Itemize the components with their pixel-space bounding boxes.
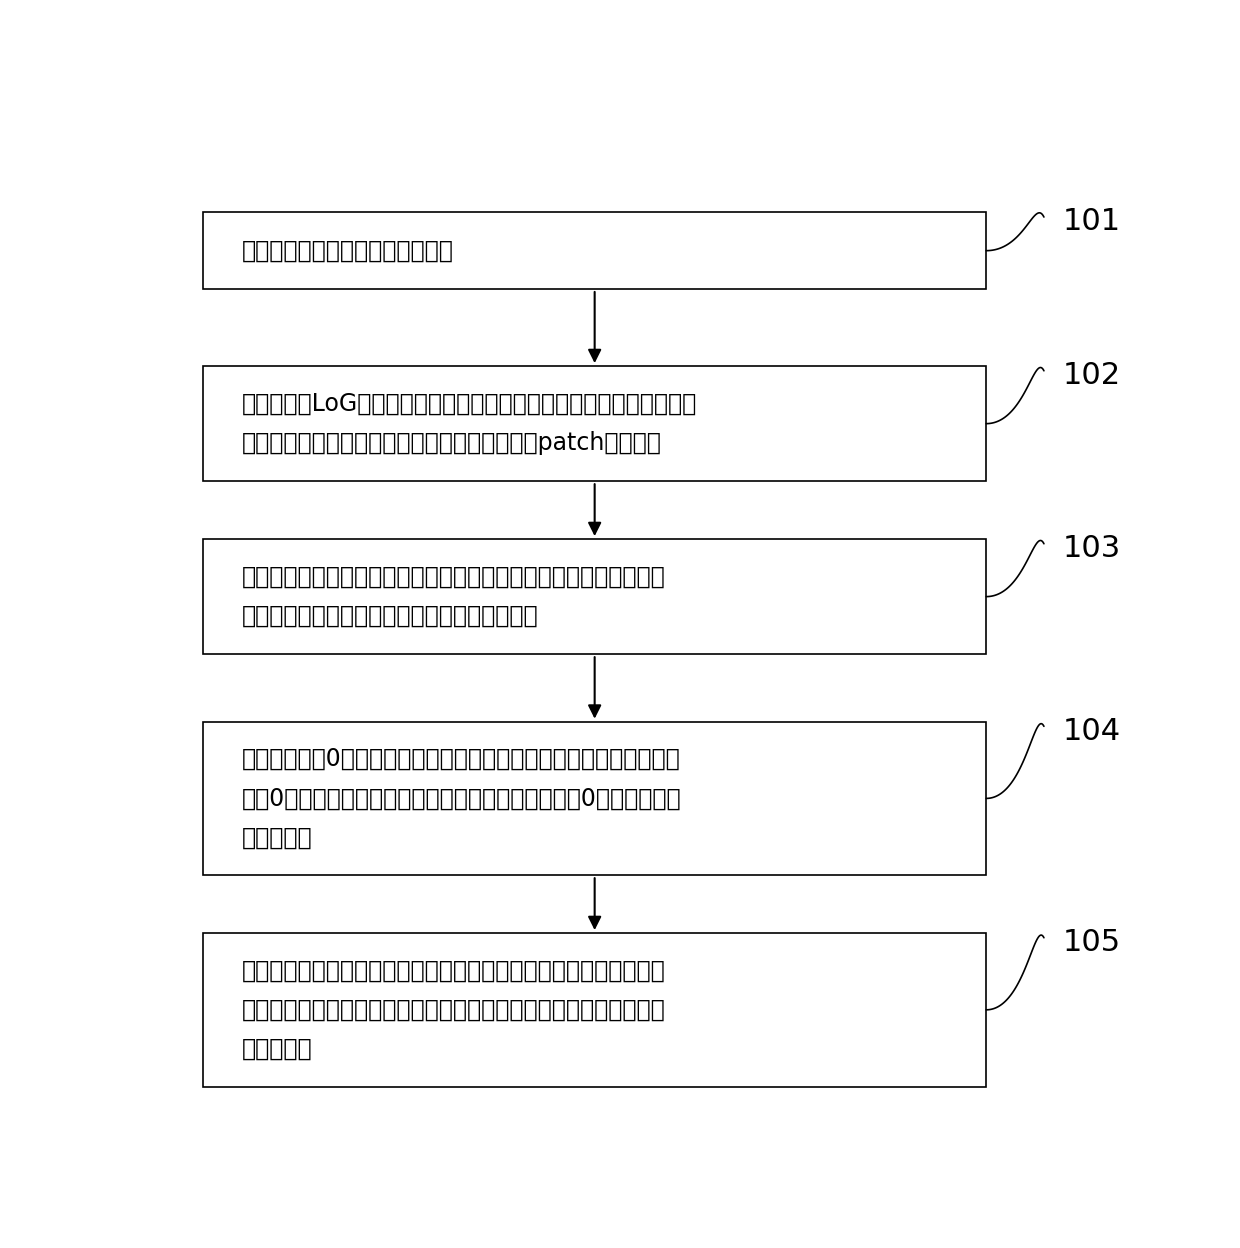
Text: 102: 102: [1063, 361, 1121, 391]
Bar: [203, 212, 986, 290]
Text: 104: 104: [1063, 716, 1121, 746]
Bar: [203, 539, 986, 654]
Bar: [203, 721, 986, 875]
Text: 根据提取后的结果，通过卷积神经网络筛选出真阳性细胞核，并使用
水平集分割真阳性细胞获取真阳性细胞核的边界: 根据提取后的结果，通过卷积神经网络筛选出真阳性细胞核，并使用 水平集分割真阳性细…: [242, 565, 665, 628]
Text: 101: 101: [1063, 207, 1121, 236]
Bar: [203, 934, 986, 1087]
Text: 提取相同的细胞标签的超像素作为粗分割结果，对粗分割结果使用开
操作平滑边界后，作为细胞的初始轮廓，使用改进后的水平集演化获
取分割结果: 提取相同的细胞标签的超像素作为粗分割结果，对粗分割结果使用开 操作平滑边界后，作…: [242, 958, 665, 1061]
Text: 对每一个不为0的超像素区域分配细胞标签，其中，将细胞图像的背景
设为0，通过超像素过分割图像后，将细胞核像素设为0，细胞标签由
细胞核确定: 对每一个不为0的超像素区域分配细胞标签，其中，将细胞图像的背景 设为0，通过超像…: [242, 748, 681, 850]
Text: 对获取的细胞图像进行预处理操作: 对获取的细胞图像进行预处理操作: [242, 238, 454, 262]
Text: 103: 103: [1063, 534, 1121, 563]
Bar: [203, 366, 986, 482]
Text: 105: 105: [1063, 929, 1121, 957]
Text: 通过多尺度LoG算子检测出经过预处理操作的细胞图像中的细胞团块图
像的候选细胞核中心，并对候选细胞核中心周围patch进行提取: 通过多尺度LoG算子检测出经过预处理操作的细胞图像中的细胞团块图 像的候选细胞核…: [242, 392, 697, 456]
